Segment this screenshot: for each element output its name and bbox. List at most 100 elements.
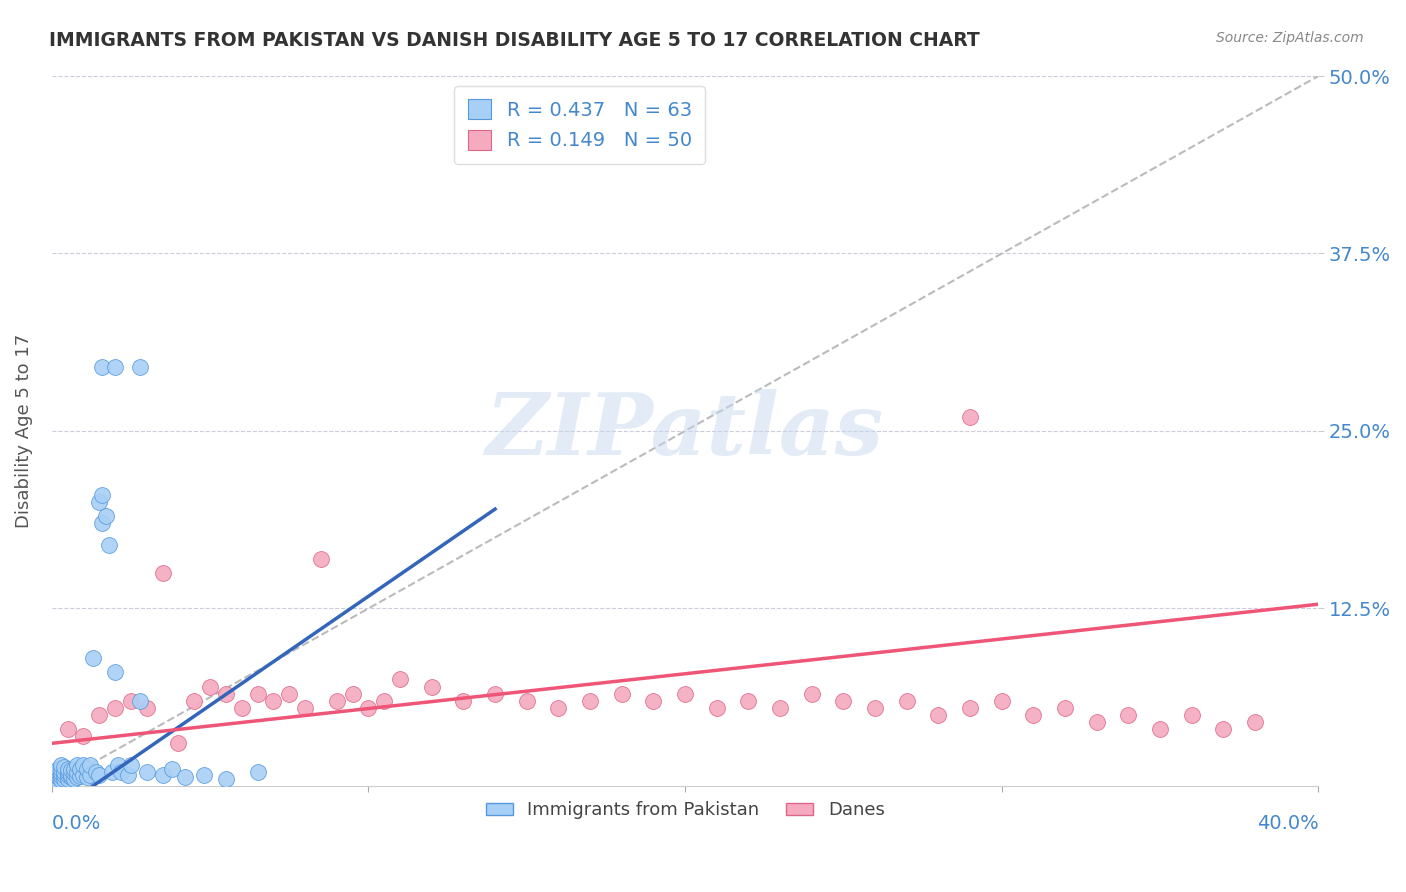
Point bbox=[79, 767, 101, 781]
Point bbox=[832, 694, 855, 708]
Point bbox=[863, 701, 886, 715]
Point bbox=[56, 722, 79, 736]
Point bbox=[357, 701, 380, 715]
Point bbox=[53, 772, 76, 786]
Point bbox=[183, 694, 205, 708]
Point bbox=[800, 687, 823, 701]
Point bbox=[46, 771, 69, 785]
Point bbox=[896, 694, 918, 708]
Point bbox=[173, 771, 195, 785]
Point bbox=[79, 757, 101, 772]
Point bbox=[53, 764, 76, 779]
Point bbox=[56, 772, 79, 786]
Point bbox=[129, 360, 152, 375]
Point bbox=[104, 665, 127, 680]
Point bbox=[579, 694, 602, 708]
Point bbox=[59, 771, 82, 785]
Point bbox=[610, 687, 633, 701]
Point bbox=[46, 762, 69, 776]
Point bbox=[91, 516, 114, 531]
Point bbox=[991, 694, 1014, 708]
Point bbox=[389, 673, 412, 687]
Point bbox=[110, 764, 132, 779]
Point bbox=[46, 767, 69, 781]
Point bbox=[44, 764, 66, 779]
Point bbox=[231, 701, 253, 715]
Point bbox=[129, 694, 152, 708]
Point bbox=[420, 680, 443, 694]
Point bbox=[101, 764, 124, 779]
Point bbox=[59, 767, 82, 781]
Point bbox=[215, 772, 238, 786]
Point bbox=[72, 729, 94, 743]
Point bbox=[1244, 714, 1267, 729]
Text: Source: ZipAtlas.com: Source: ZipAtlas.com bbox=[1216, 31, 1364, 45]
Point bbox=[44, 772, 66, 786]
Point bbox=[76, 762, 98, 776]
Point bbox=[66, 757, 89, 772]
Point bbox=[84, 764, 107, 779]
Point bbox=[1054, 701, 1077, 715]
Point bbox=[246, 764, 269, 779]
Point bbox=[104, 360, 127, 375]
Point bbox=[673, 687, 696, 701]
Point bbox=[373, 694, 395, 708]
Point bbox=[706, 701, 728, 715]
Point bbox=[262, 694, 284, 708]
Point bbox=[53, 767, 76, 781]
Point bbox=[326, 694, 349, 708]
Point bbox=[89, 707, 111, 722]
Point bbox=[56, 762, 79, 776]
Text: 0.0%: 0.0% bbox=[52, 814, 101, 833]
Point bbox=[246, 687, 269, 701]
Point bbox=[56, 764, 79, 779]
Y-axis label: Disability Age 5 to 17: Disability Age 5 to 17 bbox=[15, 334, 32, 528]
Point bbox=[94, 509, 117, 524]
Point bbox=[59, 764, 82, 778]
Point bbox=[927, 707, 949, 722]
Point bbox=[46, 764, 69, 779]
Point bbox=[53, 760, 76, 774]
Point bbox=[1085, 714, 1108, 729]
Point bbox=[72, 757, 94, 772]
Point bbox=[547, 701, 569, 715]
Point bbox=[198, 680, 221, 694]
Point bbox=[278, 687, 301, 701]
Point bbox=[342, 687, 364, 701]
Point bbox=[46, 774, 69, 789]
Point bbox=[63, 766, 86, 780]
Point bbox=[135, 764, 157, 779]
Point bbox=[215, 687, 238, 701]
Point bbox=[167, 736, 190, 750]
Point bbox=[56, 767, 79, 781]
Legend: Immigrants from Pakistan, Danes: Immigrants from Pakistan, Danes bbox=[478, 794, 891, 827]
Point bbox=[643, 694, 665, 708]
Point bbox=[1022, 707, 1045, 722]
Point bbox=[120, 757, 142, 772]
Point bbox=[63, 762, 86, 776]
Point bbox=[51, 773, 73, 788]
Point bbox=[294, 701, 316, 715]
Point bbox=[1181, 707, 1204, 722]
Point bbox=[97, 537, 120, 551]
Point bbox=[309, 551, 332, 566]
Point bbox=[66, 771, 89, 785]
Point bbox=[959, 701, 981, 715]
Point bbox=[120, 694, 142, 708]
Text: ZIPatlas: ZIPatlas bbox=[486, 389, 884, 473]
Point bbox=[69, 769, 91, 783]
Point bbox=[1149, 722, 1171, 736]
Point bbox=[117, 767, 139, 781]
Point bbox=[44, 767, 66, 781]
Point bbox=[63, 772, 86, 786]
Point bbox=[72, 767, 94, 781]
Text: 40.0%: 40.0% bbox=[1257, 814, 1319, 833]
Point bbox=[1212, 722, 1234, 736]
Point bbox=[107, 757, 129, 772]
Point bbox=[769, 701, 792, 715]
Point bbox=[51, 769, 73, 783]
Point bbox=[66, 764, 89, 779]
Point bbox=[135, 701, 157, 715]
Point bbox=[193, 767, 215, 781]
Point bbox=[76, 771, 98, 785]
